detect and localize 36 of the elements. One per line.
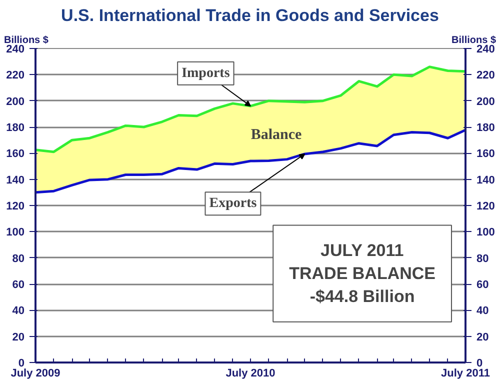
y-tick-label: 200 [6, 96, 25, 108]
annotation: Imports [182, 66, 230, 81]
y2-tick-label: 140 [476, 174, 495, 186]
y-tick-label: 40 [12, 305, 25, 318]
y2-tick-label: 100 [476, 226, 495, 239]
y2-tick-label: 40 [476, 305, 489, 318]
y2-tick-label: 80 [476, 252, 489, 265]
y2-tick-label: 0 [476, 358, 483, 370]
x-tick-label: July 2011 [441, 368, 490, 380]
y-tick-label: 120 [6, 200, 25, 212]
annotation: JULY 2011 TRADE BALANCE -$44.8 Billion [289, 241, 436, 306]
y2-tick-label: 220 [476, 70, 495, 82]
x-tick-label: July 2010 [226, 368, 276, 380]
y-tick-label: 80 [12, 252, 25, 265]
y-tick-label: 60 [12, 279, 25, 291]
y2-tick-label: 60 [476, 279, 489, 291]
y-tick-label: 240 [6, 44, 25, 56]
y-tick-label: 180 [6, 122, 25, 134]
annotation: Exports [209, 196, 258, 212]
y2-tick-label: 180 [476, 122, 495, 134]
chart-title: U.S. International Trade in Goods and Services [60, 5, 440, 27]
y2-tick-label: 120 [476, 200, 495, 212]
y2-tick-label: 160 [476, 148, 495, 160]
line-series [36, 66, 466, 154]
y2-tick-label: 200 [476, 96, 495, 108]
line-series [36, 128, 466, 194]
y2-tick-label: 240 [476, 44, 495, 56]
y-tick-label: 140 [6, 174, 25, 186]
x-tick-label: July 2009 [10, 368, 60, 380]
y-tick-label: 20 [12, 331, 25, 344]
y-tick-label: 160 [6, 148, 25, 160]
y-tick-label: 0 [18, 358, 25, 370]
y2-tick-label: 20 [476, 331, 489, 344]
y-tick-label: 100 [6, 226, 25, 239]
annotation: Balance [250, 126, 302, 143]
y-tick-label: 220 [6, 70, 25, 82]
